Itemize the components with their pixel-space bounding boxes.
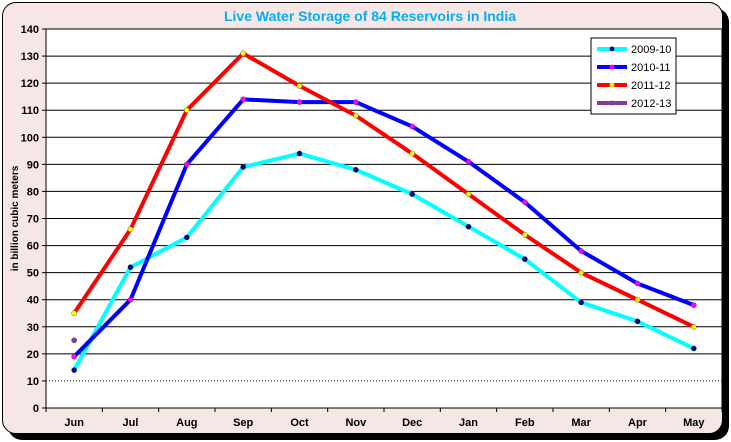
- y-tick-label: 10: [27, 376, 39, 388]
- series-line: [72, 151, 695, 372]
- y-tick-label: 60: [27, 241, 39, 253]
- y-tick-label: 20: [27, 349, 39, 361]
- legend-label: 2009-10: [631, 44, 671, 56]
- data-point: [409, 150, 415, 157]
- x-tick-label: May: [683, 417, 705, 429]
- x-tick-label: Mar: [571, 417, 591, 429]
- data-point: [522, 231, 528, 238]
- data-point: [71, 353, 77, 360]
- y-tick-label: 100: [21, 132, 39, 144]
- data-point: [409, 191, 415, 197]
- data-point: [296, 99, 303, 105]
- series-lines: [71, 50, 697, 373]
- x-tick-label: Oct: [290, 417, 309, 429]
- series-2012-13: [71, 337, 77, 344]
- data-point: [353, 112, 359, 119]
- x-tick-label: Feb: [515, 417, 535, 429]
- x-tick-label: Jan: [459, 417, 478, 429]
- data-point: [465, 191, 472, 197]
- data-point: [71, 337, 77, 344]
- x-tick-label: Jul: [123, 417, 139, 429]
- legend: 2009-10 2010-11 2011-12 2012-13: [590, 37, 677, 115]
- data-point: [691, 323, 697, 330]
- data-point: [634, 318, 641, 325]
- data-point: [465, 223, 472, 230]
- legend-marker: [609, 100, 615, 106]
- data-point: [578, 269, 584, 276]
- data-point: [409, 123, 415, 130]
- series-line: [72, 97, 695, 358]
- data-point: [522, 256, 528, 262]
- series-line: [72, 51, 695, 329]
- data-point: [127, 296, 134, 303]
- x-tick-label: Aug: [176, 417, 197, 429]
- legend-marker: [609, 64, 615, 70]
- legend-entry: 2012-13: [597, 98, 671, 110]
- chart-title: Live Water Storage of 84 Reservoirs in I…: [224, 8, 516, 24]
- y-tick-label: 80: [27, 186, 39, 198]
- y-axis-label: in billion cubic meters: [10, 165, 21, 271]
- grid-lines: [46, 28, 722, 355]
- y-tick-labels: 0 10 20 30 40 50 60 70 80 90 100 110 120 130 140: [21, 24, 39, 415]
- y-tick-label: 110: [21, 105, 39, 117]
- data-point: [127, 226, 134, 233]
- series-2009-10: [71, 150, 697, 373]
- data-point: [578, 248, 584, 254]
- data-point: [184, 107, 190, 114]
- x-tick-label: Dec: [402, 417, 422, 429]
- data-point: [240, 164, 246, 170]
- legend-marker: [609, 82, 615, 88]
- data-point: [522, 199, 528, 206]
- data-point: [240, 50, 246, 57]
- data-point: [578, 299, 584, 306]
- legend-entry: 2010-11: [597, 62, 671, 74]
- axes: [42, 28, 723, 412]
- legend-label: 2010-11: [631, 62, 671, 74]
- data-point: [184, 161, 190, 168]
- legend-marker: [609, 46, 615, 52]
- data-point: [127, 264, 134, 271]
- legend-label: 2011-12: [631, 80, 671, 92]
- data-point: [691, 345, 697, 352]
- series-2010-11: [71, 96, 697, 360]
- data-point: [634, 296, 641, 303]
- data-point: [353, 99, 359, 105]
- y-tick-label: 120: [21, 78, 39, 90]
- data-point: [634, 280, 641, 287]
- data-point: [296, 150, 303, 157]
- y-tick-label: 140: [21, 24, 39, 36]
- data-point: [465, 158, 472, 165]
- y-tick-label: 40: [27, 295, 39, 307]
- series-2011-12: [71, 50, 697, 330]
- data-point: [71, 367, 77, 373]
- y-tick-label: 90: [27, 159, 39, 171]
- y-tick-label: 50: [27, 268, 39, 280]
- y-tick-label: 130: [21, 51, 39, 63]
- data-point: [71, 310, 77, 317]
- x-tick-label: Jun: [64, 417, 84, 429]
- x-tick-label: Nov: [345, 417, 367, 429]
- data-point: [184, 234, 190, 241]
- legend-label: 2012-13: [631, 98, 671, 110]
- legend-entry: 2009-10: [597, 44, 671, 56]
- data-point: [353, 166, 359, 173]
- legend-entry: 2011-12: [597, 80, 671, 92]
- y-tick-label: 0: [33, 403, 39, 415]
- data-point: [296, 83, 303, 89]
- x-tick-labels: Jun Jul Aug Sep Oct Nov Dec Jan Feb Mar Apr May: [64, 417, 705, 429]
- x-tick-label: Sep: [233, 417, 253, 429]
- y-tick-label: 30: [27, 322, 39, 334]
- data-point: [691, 302, 697, 308]
- y-tick-label: 70: [27, 214, 39, 226]
- data-point: [240, 96, 246, 103]
- x-tick-label: Apr: [628, 417, 648, 429]
